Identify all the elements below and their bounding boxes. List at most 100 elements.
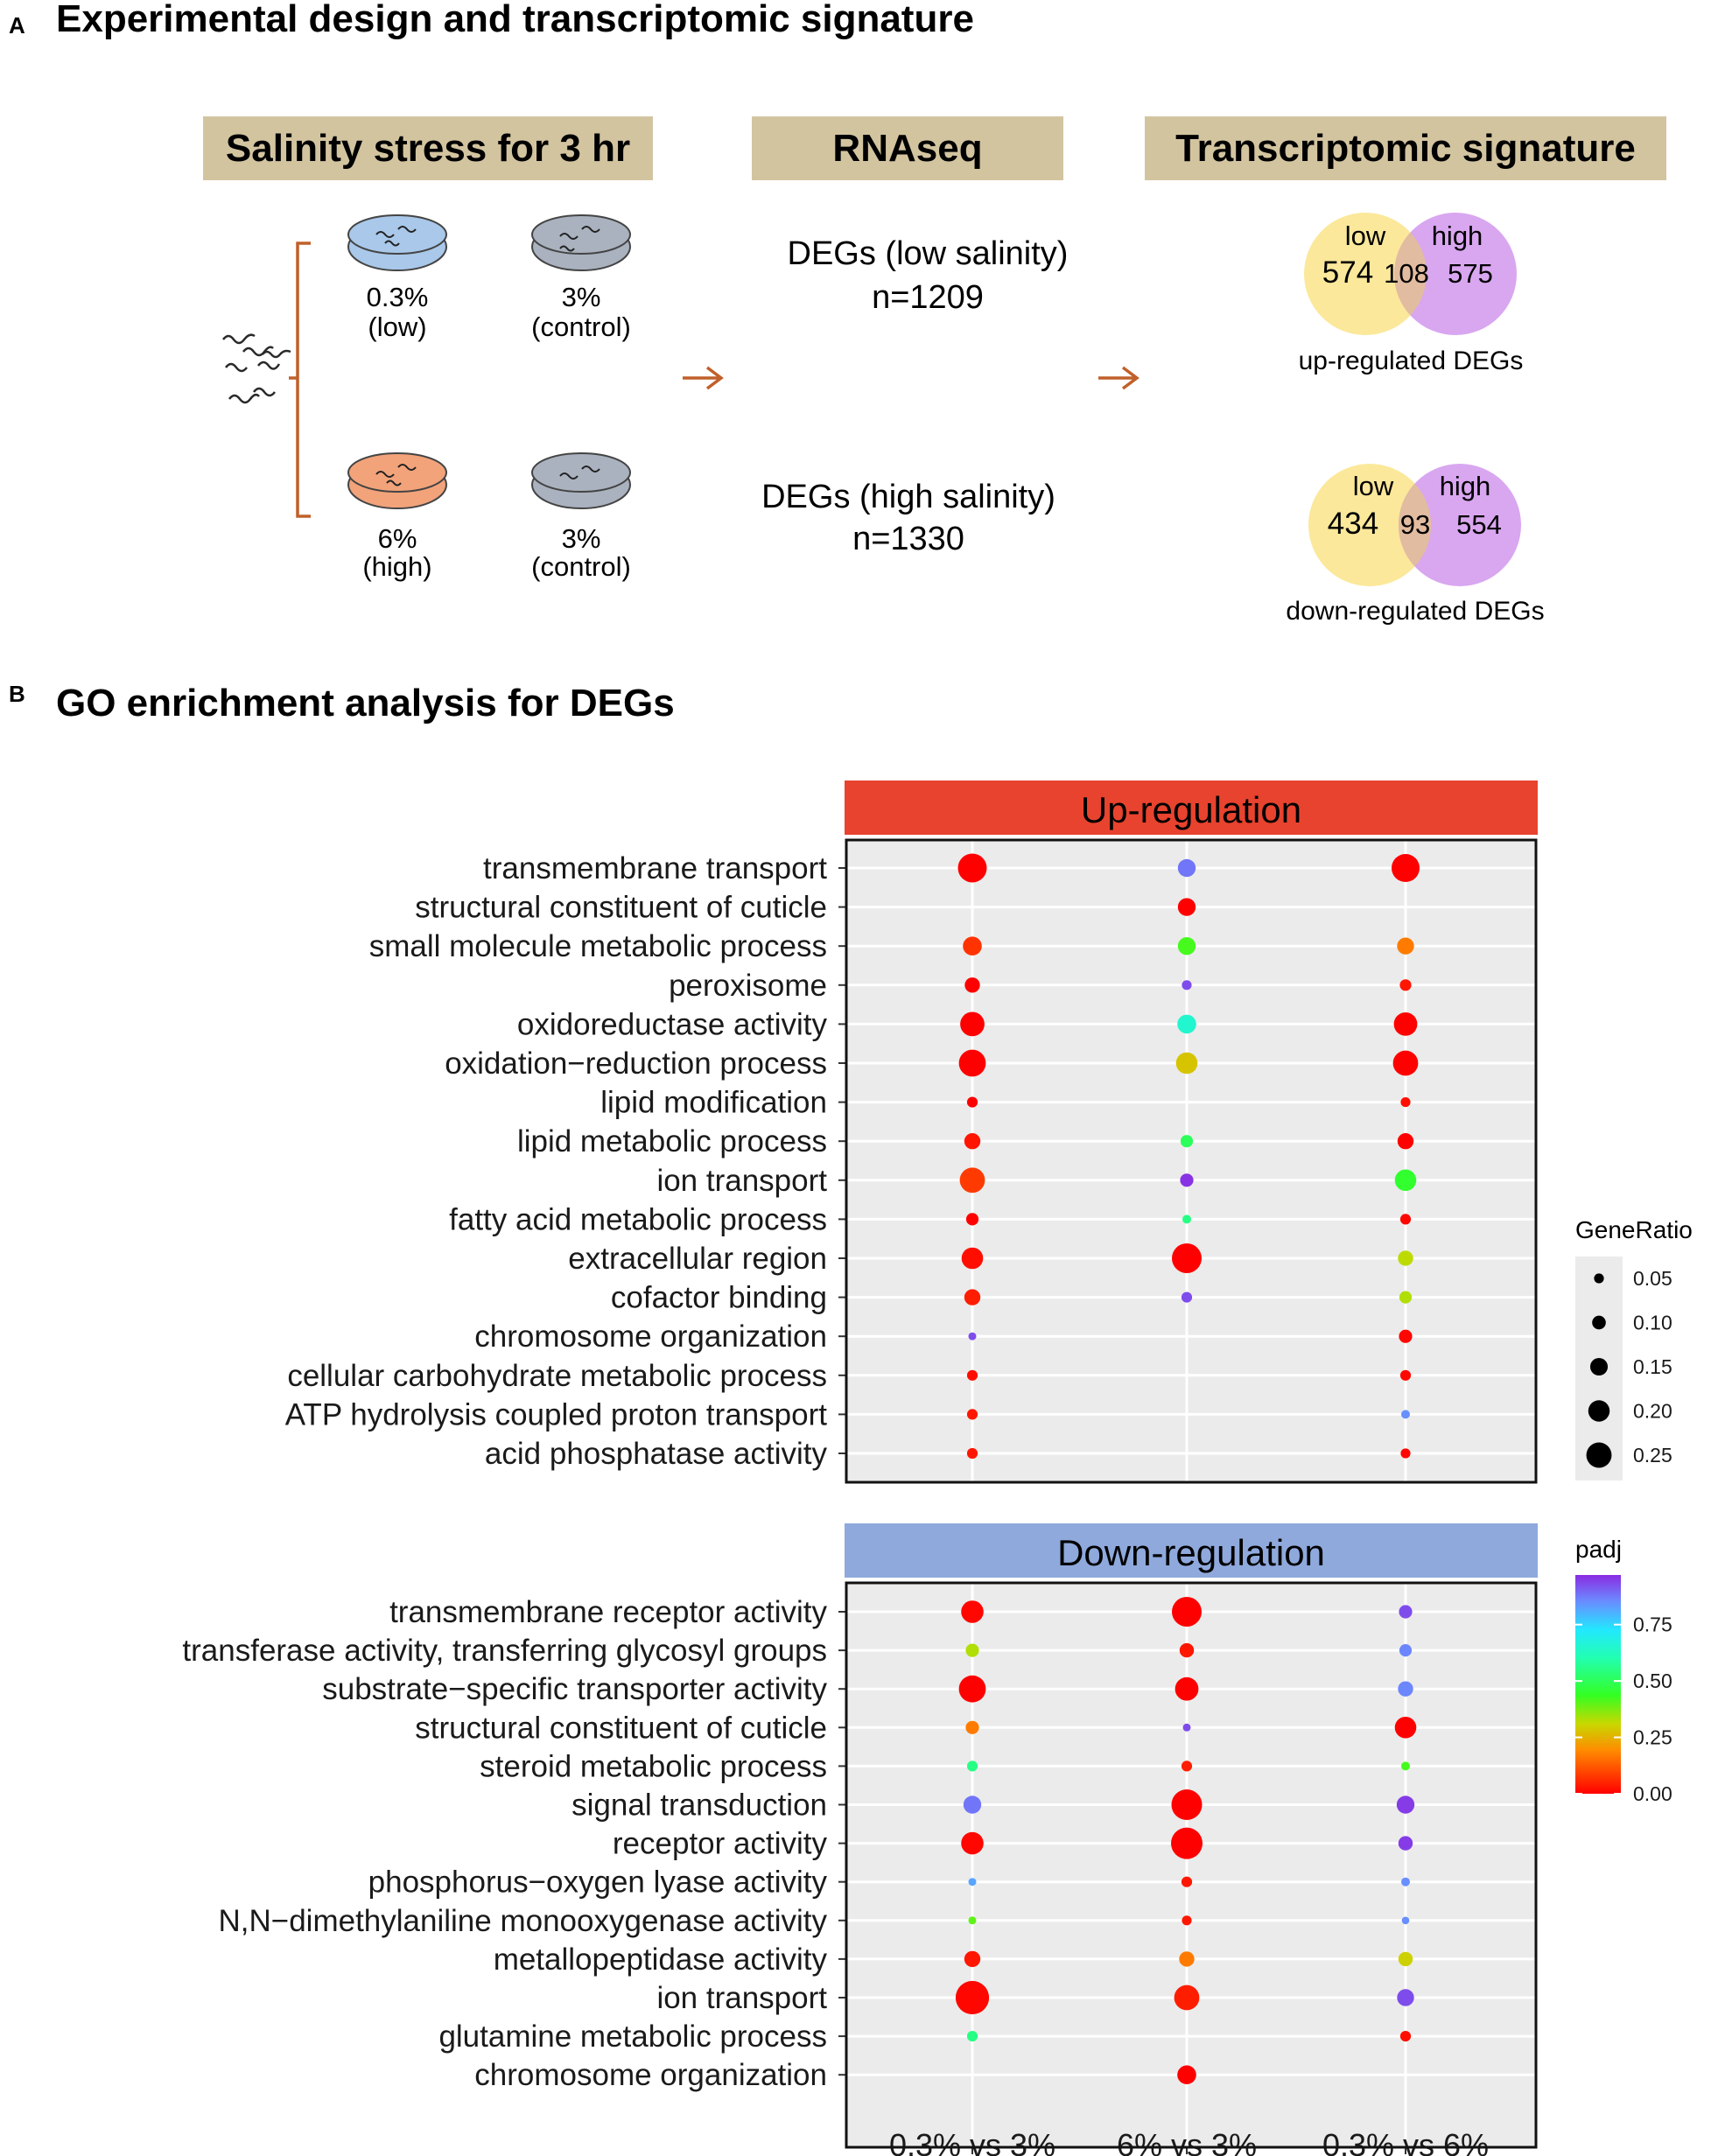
- dish-control-2-label: (control): [531, 551, 631, 582]
- dot: [1400, 1097, 1411, 1108]
- dot: [1399, 1214, 1412, 1225]
- dot: [1399, 979, 1412, 991]
- dot: [1398, 1681, 1413, 1697]
- dot: [1182, 1915, 1192, 1926]
- dot: [1175, 1676, 1199, 1701]
- dot: [1399, 2031, 1412, 2042]
- term-label: transferase activity, transferring glyco…: [182, 1634, 827, 1668]
- facet-title-down: Down-regulation: [1057, 1532, 1325, 1573]
- dot: [957, 853, 987, 883]
- dot: [1179, 1951, 1195, 1967]
- dot: [965, 1643, 979, 1657]
- dot: [1397, 937, 1414, 955]
- legend-color-label: 0.75: [1633, 1614, 1672, 1636]
- venn-up-high-only: 575: [1448, 258, 1493, 289]
- dot: [1401, 1410, 1410, 1419]
- dot: [966, 1096, 978, 1108]
- term-label: structural constituent of cuticle: [415, 1711, 827, 1745]
- legend-color-label: 0.50: [1633, 1670, 1672, 1692]
- dot: [1396, 1796, 1415, 1814]
- legend-size-dot: [1594, 1273, 1604, 1284]
- dot: [1397, 1133, 1414, 1150]
- venn-up-low-label: low: [1345, 220, 1386, 251]
- venn-up-overlap: 108: [1384, 258, 1429, 289]
- dot: [1171, 1789, 1203, 1820]
- dot: [1392, 1050, 1419, 1076]
- dot: [964, 1950, 981, 1968]
- dot: [961, 1831, 984, 1855]
- dot: [1399, 1329, 1413, 1343]
- facet-up: transmembrane transport structural consti…: [285, 840, 1536, 1482]
- dot: [1177, 2065, 1196, 2084]
- term-label: lipid metabolic process: [517, 1124, 827, 1158]
- dot: [1399, 1369, 1412, 1381]
- panel-a-letter: A: [9, 12, 25, 38]
- dot: [1182, 980, 1192, 990]
- dot: [1175, 1052, 1198, 1074]
- deg-high-label: DEGs (high salinity): [761, 479, 1055, 515]
- term-label: peroxisome: [669, 969, 827, 1003]
- dot: [1182, 1214, 1191, 1224]
- dot: [958, 1049, 986, 1077]
- dot: [966, 1760, 978, 1772]
- dot: [1177, 1014, 1196, 1034]
- dish-control-2-pct: 3%: [562, 523, 601, 554]
- legend-size-dot: [1588, 1400, 1610, 1422]
- bracket: [289, 242, 311, 518]
- dot: [1182, 1723, 1191, 1732]
- venn-down-low-only: 434: [1328, 507, 1378, 541]
- term-label: oxidation−reduction process: [445, 1046, 827, 1081]
- dot: [1174, 1984, 1200, 2011]
- term-label: ion transport: [656, 1164, 827, 1198]
- deg-low-n: n=1209: [872, 279, 984, 316]
- signature-box: [1145, 116, 1666, 180]
- dish-high-pct: 6%: [378, 523, 417, 554]
- term-label: fatty acid metabolic process: [449, 1202, 827, 1236]
- term-label: ATP hydrolysis coupled proton transport: [285, 1397, 828, 1432]
- dish-low: [347, 214, 447, 271]
- plot-frame-down: [845, 1581, 1538, 2149]
- term-label: N,N−dimethylaniline monooxygenase activi…: [219, 1904, 828, 1938]
- dot: [1171, 1827, 1203, 1859]
- dot: [964, 1289, 981, 1306]
- plot-area-down: [846, 1583, 1536, 2147]
- worm-icon: [222, 333, 291, 404]
- size-legend: 0.05 0.10 0.15 0.20 0.25: [1586, 1267, 1672, 1468]
- rnaseq-box: [752, 116, 1063, 180]
- legend-size-dot: [1592, 1315, 1606, 1330]
- term-label: transmembrane transport: [483, 851, 827, 886]
- dot: [964, 1133, 981, 1150]
- term-label: structural constituent of cuticle: [415, 891, 827, 925]
- dot: [1393, 1012, 1418, 1036]
- facet-title-up: Up-regulation: [1081, 789, 1301, 830]
- dot: [961, 1600, 984, 1623]
- venn-down-overlap: 93: [1400, 509, 1430, 540]
- dot: [1180, 1135, 1194, 1148]
- dot: [1400, 1448, 1411, 1459]
- dot: [963, 936, 982, 956]
- arrow-right-icon: [1098, 366, 1139, 390]
- legend-size-dot: [1589, 1357, 1609, 1376]
- term-label: metallopeptidase activity: [494, 1942, 828, 1977]
- dot: [1401, 1761, 1410, 1771]
- dot: [968, 1332, 977, 1340]
- term-label: ion transport: [656, 1981, 827, 2015]
- dot: [1181, 1760, 1193, 1772]
- legend-color-title: padj: [1575, 1536, 1622, 1563]
- stress-box: [203, 116, 653, 180]
- arrow-right-icon: [683, 366, 724, 390]
- dish-control-1-label: (control): [531, 312, 631, 342]
- term-label: substrate−specific transporter activity: [322, 1672, 827, 1706]
- term-label: lipid modification: [600, 1086, 827, 1120]
- dot: [966, 2031, 978, 2042]
- dot: [1172, 1243, 1202, 1273]
- dot: [968, 1878, 977, 1886]
- dot: [959, 1167, 985, 1194]
- dish-high: [347, 452, 447, 509]
- dot: [1177, 937, 1196, 956]
- dot: [960, 1012, 985, 1037]
- deg-low-label: DEGs (low salinity): [788, 235, 1069, 272]
- dish-control-1: [531, 214, 631, 271]
- venn-up-high-label: high: [1432, 220, 1483, 251]
